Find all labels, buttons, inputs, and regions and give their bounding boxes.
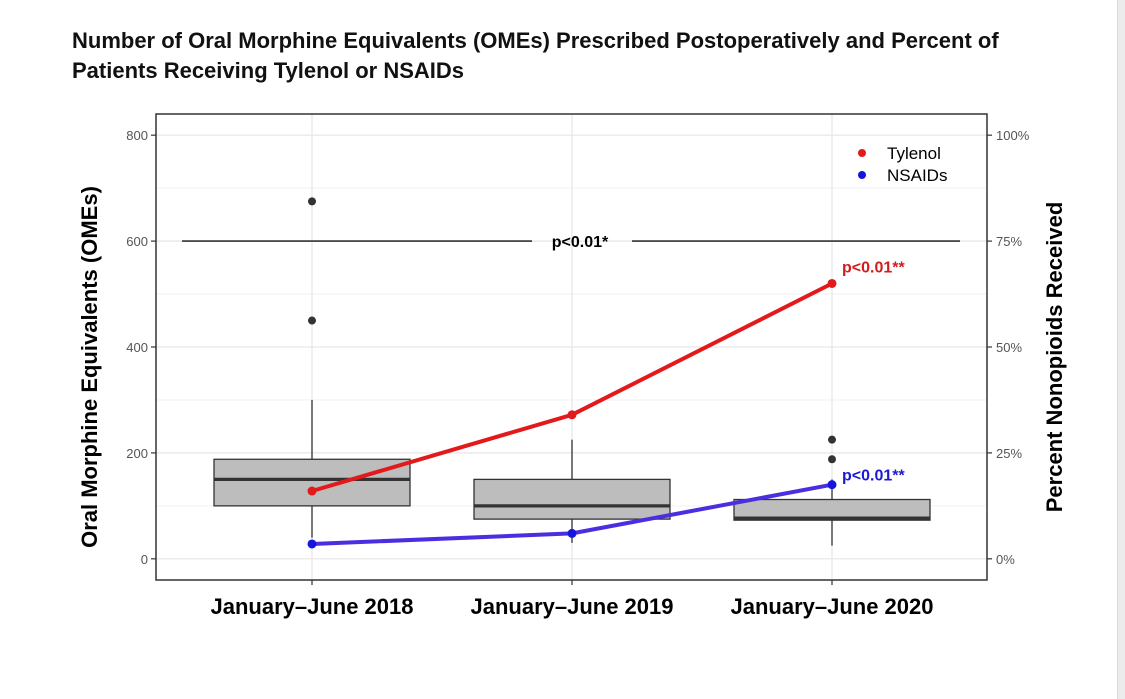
chart-title-line-2: Patients Receiving Tylenol or NSAIDs (72, 58, 465, 83)
p-value-annotation: p<0.01** (842, 259, 905, 276)
y-right-tick-label: 0% (996, 552, 1015, 567)
box-outlier (828, 435, 836, 444)
series-point-nsaids (307, 539, 317, 549)
y-left-tick-label: 0 (141, 552, 148, 567)
chart-title-line-1: Number of Oral Morphine Equivalents (OME… (72, 28, 999, 53)
y-right-tick-label: 25% (996, 446, 1022, 461)
legend-marker-tylenol (858, 149, 866, 157)
y-left-tick-label: 400 (126, 340, 148, 355)
box-iqr (473, 478, 671, 520)
series-point-nsaids (567, 528, 577, 538)
box-outlier (308, 316, 316, 325)
box-outlier (308, 197, 316, 206)
box-outlier (828, 455, 836, 464)
series-point-tylenol (307, 486, 317, 496)
box-iqr (733, 498, 931, 521)
chart-title: Number of Oral Morphine Equivalents (OME… (72, 26, 1072, 86)
y-left-tick-label: 800 (126, 128, 148, 143)
significance-label: p<0.01* (552, 234, 609, 251)
window-edge (1117, 0, 1125, 699)
y-right-tick-label: 100% (996, 128, 1030, 143)
series-point-nsaids (827, 480, 837, 490)
legend-label: NSAIDs (887, 166, 947, 185)
x-category-label: January–June 2020 (730, 594, 933, 619)
y-left-tick-label: 200 (126, 446, 148, 461)
y-left-axis-title: Oral Morphine Equivalents (OMEs) (77, 186, 102, 548)
legend-label: Tylenol (887, 144, 941, 163)
y-right-tick-label: 75% (996, 234, 1022, 249)
box-iqr (213, 458, 411, 507)
y-right-axis-title: Percent Nonopioids Received (1042, 202, 1067, 513)
series-point-tylenol (827, 278, 837, 288)
y-right-tick-label: 50% (996, 340, 1022, 355)
p-value-annotation: p<0.01** (842, 468, 905, 485)
legend-marker-nsaids (858, 171, 866, 179)
x-category-label: January–June 2018 (210, 594, 413, 619)
x-category-label: January–June 2019 (470, 594, 673, 619)
y-left-tick-label: 600 (126, 234, 148, 249)
series-point-tylenol (567, 410, 577, 420)
